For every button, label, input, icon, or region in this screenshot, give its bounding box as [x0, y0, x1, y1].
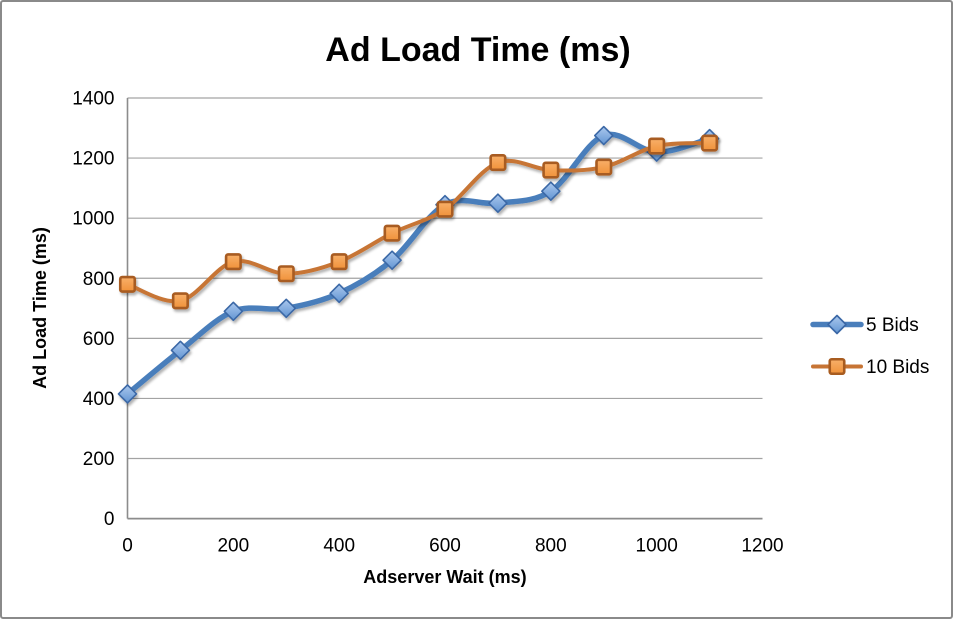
- y-tick-label: 800: [83, 269, 115, 290]
- x-tick-label: 1000: [636, 536, 678, 557]
- y-tick-label: 1000: [72, 209, 114, 230]
- legend-label: 5 Bids: [866, 315, 919, 336]
- y-tick-label: 1200: [72, 149, 114, 170]
- data-point-marker-10-bids: [383, 224, 401, 242]
- legend: 5 Bids 10 Bids: [810, 314, 929, 378]
- data-point-marker-5-bids: [223, 301, 244, 322]
- y-axis-title: Ad Load Time (ms): [30, 227, 50, 389]
- data-point-marker-10-bids: [489, 154, 507, 172]
- data-point-marker-5-bids: [329, 283, 349, 304]
- data-point-marker-10-bids: [701, 134, 719, 152]
- data-point-marker-5-bids: [276, 298, 297, 319]
- data-point-marker-10-bids: [171, 292, 189, 310]
- x-axis-tick-labels: 0 200 400 600 800 1000 1200: [122, 536, 783, 557]
- data-point-marker-10-bids: [542, 161, 560, 179]
- legend-item-10-bids: 10 Bids: [811, 357, 929, 378]
- series-line-5-bids: [124, 131, 713, 397]
- data-point-marker-5-bids: [382, 250, 402, 271]
- y-tick-label: 400: [83, 389, 115, 410]
- x-tick-label: 1200: [741, 536, 783, 557]
- data-point-marker-5-bids: [170, 340, 191, 361]
- x-tick-label: 0: [122, 536, 133, 557]
- legend-label: 10 Bids: [866, 357, 929, 378]
- y-tick-label: 200: [83, 449, 115, 470]
- data-point-marker-10-bids: [224, 253, 242, 271]
- data-point-marker-5-bids: [541, 181, 561, 201]
- legend-marker-5-bids: [827, 314, 847, 335]
- series-5-bids: [117, 125, 720, 404]
- x-tick-label: 400: [323, 536, 355, 557]
- data-point-marker-5-bids: [593, 125, 614, 146]
- x-axis-title: Adserver Wait (ms): [363, 567, 526, 587]
- data-point-marker-10-bids: [648, 137, 666, 155]
- data-point-marker-10-bids: [436, 200, 454, 218]
- y-tick-label: 1400: [72, 89, 114, 110]
- data-point-marker-5-bids: [488, 193, 508, 213]
- data-point-marker-10-bids: [595, 158, 613, 176]
- gridlines: [127, 97, 763, 460]
- data-point-marker-10-bids: [330, 253, 348, 271]
- x-tick-label: 600: [429, 536, 461, 557]
- y-tick-label: 600: [83, 329, 115, 350]
- x-tick-label: 200: [217, 536, 249, 557]
- axes: [126, 98, 763, 520]
- legend-marker-10-bids: [828, 357, 846, 376]
- data-series: [117, 125, 720, 404]
- series-10-bids: [118, 134, 719, 310]
- data-point-marker-5-bids: [117, 384, 138, 404]
- x-tick-label: 800: [535, 536, 567, 557]
- legend-item-5-bids: 5 Bids: [810, 314, 919, 336]
- series-line-10-bids: [125, 141, 712, 304]
- chart-title: Ad Load Time (ms): [325, 31, 630, 69]
- y-tick-label: 0: [104, 509, 115, 530]
- data-point-marker-10-bids: [118, 275, 137, 293]
- y-axis-tick-labels: 0 200 400 600 800 1000 1200 1400: [72, 89, 114, 531]
- data-point-marker-10-bids: [277, 265, 295, 283]
